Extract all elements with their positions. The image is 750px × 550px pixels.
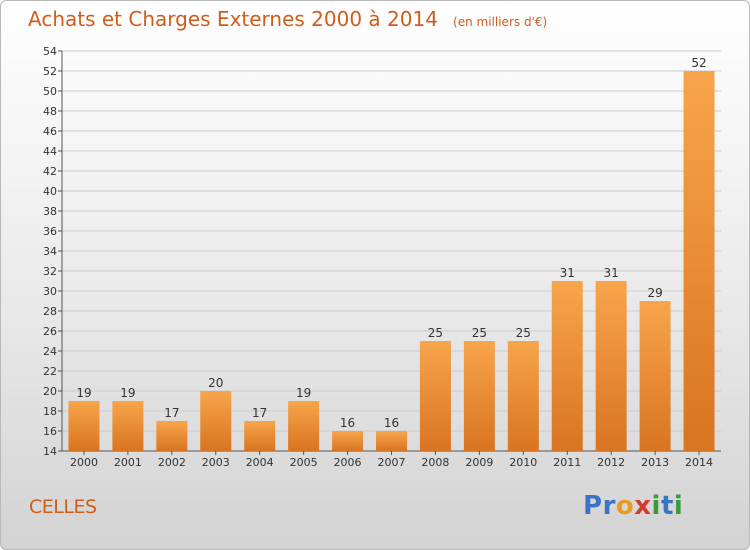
y-tick-label: 32: [43, 265, 57, 278]
data-label: 25: [428, 326, 443, 340]
x-tick-label: 2008: [421, 456, 449, 469]
x-tick-label: 2005: [290, 456, 318, 469]
bar: [156, 421, 188, 451]
x-tick-label: 2000: [70, 456, 98, 469]
logo-letter: x: [634, 491, 652, 521]
x-tick-label: 2009: [465, 456, 493, 469]
y-tick-label: 28: [43, 305, 57, 318]
y-tick-label: 16: [43, 425, 57, 438]
y-tick-label: 46: [43, 125, 57, 138]
x-tick-label: 2013: [641, 456, 669, 469]
bar: [551, 281, 583, 451]
chart-unit: (en milliers d'€): [453, 15, 548, 29]
title-line: Achats et Charges Externes 2000 à 2014 (…: [28, 7, 547, 31]
logo-letter: P: [583, 491, 603, 521]
chart-title: Achats et Charges Externes 2000 à 2014: [28, 7, 438, 31]
bar: [332, 431, 364, 451]
x-tick-label: 2002: [158, 456, 186, 469]
bar: [200, 391, 232, 451]
data-label: 17: [252, 406, 267, 420]
data-label: 19: [76, 386, 91, 400]
data-label: 20: [208, 376, 223, 390]
y-tick-label: 52: [43, 65, 57, 78]
y-tick-label: 26: [43, 325, 57, 338]
logo-letter: r: [602, 491, 616, 521]
y-tick-label: 36: [43, 225, 57, 238]
data-label: 19: [120, 386, 135, 400]
logo-letter: i: [673, 491, 684, 521]
y-tick-label: 50: [43, 85, 57, 98]
x-tick-label: 2001: [114, 456, 142, 469]
data-label: 31: [604, 266, 619, 280]
data-label: 25: [472, 326, 487, 340]
bar: [112, 401, 144, 451]
y-tick-label: 30: [43, 285, 57, 298]
y-tick-label: 22: [43, 365, 57, 378]
bar: [68, 401, 100, 451]
x-tick-label: 2007: [378, 456, 406, 469]
bar: [376, 431, 407, 451]
x-tick-label: 2011: [553, 456, 581, 469]
x-tick-label: 2014: [685, 456, 713, 469]
y-tick-label: 54: [43, 45, 57, 58]
data-label: 29: [647, 286, 662, 300]
bar: [595, 281, 627, 451]
y-tick-label: 24: [43, 345, 57, 358]
y-tick-label: 48: [43, 105, 57, 118]
x-tick-label: 2006: [334, 456, 362, 469]
x-tick-label: 2004: [246, 456, 274, 469]
bar: [288, 401, 320, 451]
bar: [507, 341, 539, 451]
data-label: 19: [296, 386, 311, 400]
data-label: 25: [516, 326, 531, 340]
logo-letter: o: [615, 491, 635, 521]
y-tick-label: 14: [43, 445, 57, 458]
proxiti-logo[interactable]: Proxiti: [583, 491, 683, 521]
bars: [68, 71, 715, 451]
bar: [463, 341, 495, 451]
y-tick-label: 18: [43, 405, 57, 418]
data-label: 16: [384, 416, 399, 430]
commune-name: CELLES: [29, 496, 97, 518]
data-label: 52: [691, 56, 706, 70]
bar: [639, 301, 671, 451]
x-tick-label: 2010: [509, 456, 537, 469]
y-tick-label: 38: [43, 205, 57, 218]
labels: 14 16 18 20 22 24 26 28 30 32 34 36 38 40 42 44 46 48 50 52…: [43, 45, 713, 469]
logo-letter: i: [651, 491, 661, 521]
x-tick-label: 2012: [597, 456, 625, 469]
bar: [683, 71, 715, 451]
y-tick-label: 34: [43, 245, 57, 258]
x-tick-label: 2003: [202, 456, 230, 469]
y-tick-label: 42: [43, 165, 57, 178]
logo-letter: t: [660, 491, 674, 521]
data-label: 17: [164, 406, 179, 420]
data-label: 16: [340, 416, 355, 430]
bar: [244, 421, 276, 451]
data-label: 31: [560, 266, 575, 280]
y-tick-label: 20: [43, 385, 57, 398]
bar: [419, 341, 451, 451]
y-tick-label: 40: [43, 185, 57, 198]
y-tick-label: 44: [43, 145, 57, 158]
